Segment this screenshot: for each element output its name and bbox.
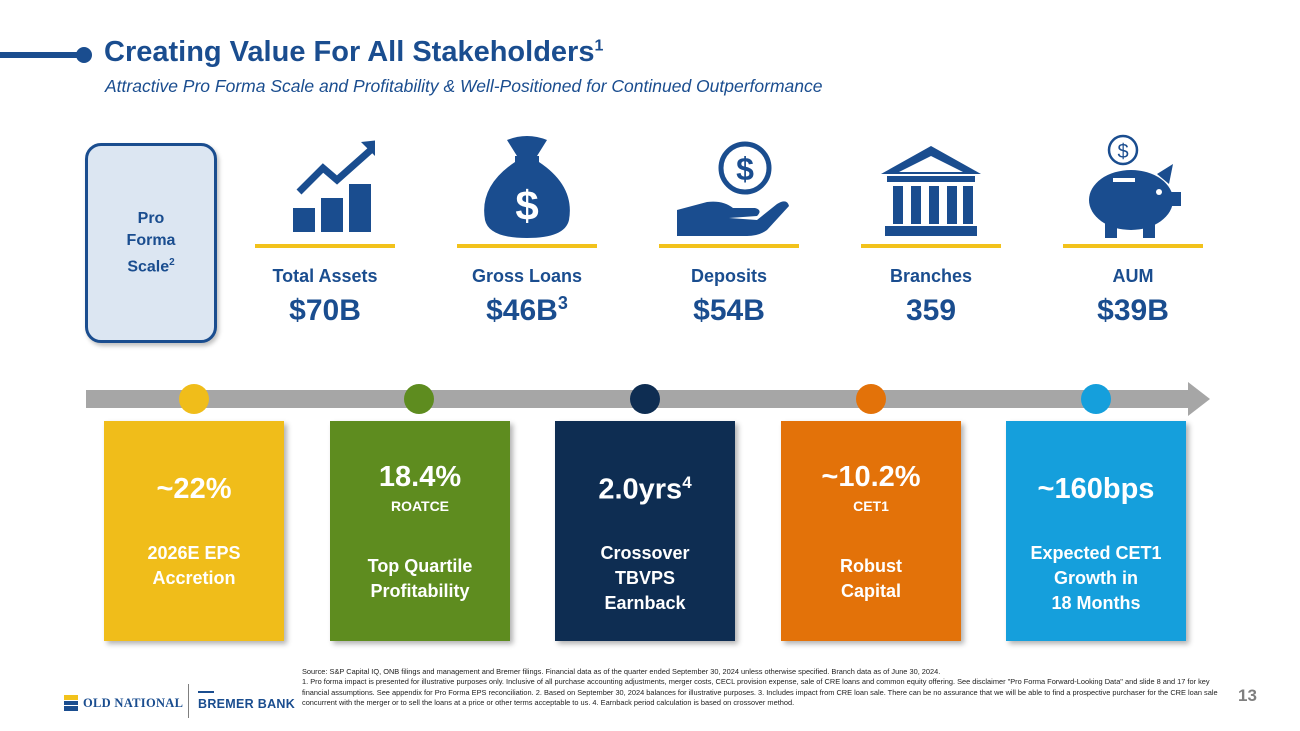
metric-divider	[1063, 244, 1203, 248]
card-headline: 2.0yrs4	[598, 473, 692, 506]
footnote-source: Source: S&P Capital IQ, ONB filings and …	[302, 667, 941, 676]
pro-forma-scale-box: Pro Forma Scale2	[85, 143, 217, 343]
svg-text:$: $	[736, 151, 754, 187]
metric-gross-loans: $ Gross Loans $46B3	[457, 130, 597, 328]
bremer-bank-logo: BREMER BANK	[198, 691, 295, 711]
metric-label: Gross Loans	[471, 266, 583, 286]
old-national-logo: OLD NATIONAL	[64, 695, 183, 712]
page-number: 13	[1238, 686, 1257, 705]
card-description: Robust Capital	[840, 556, 902, 601]
title-footnote-marker: 1	[594, 37, 604, 55]
scale-box-line: Scale2	[127, 256, 175, 276]
card-description: Expected CET1 Growth in 18 Months	[1030, 543, 1162, 613]
metric-label: Deposits	[690, 266, 768, 286]
growth-chart-icon	[255, 130, 395, 240]
metric-label: AUM	[1112, 266, 1154, 286]
svg-text:$: $	[515, 182, 538, 229]
metric-value: $54B	[693, 294, 765, 327]
bremer-bank-mark-icon	[198, 691, 214, 693]
timeline-dot	[856, 384, 886, 414]
card-headline: ~160bps	[1037, 473, 1155, 505]
page-title: Creating Value For All Stakeholders1	[104, 36, 604, 68]
card-tbvps-earnback: 2.0yrs4 Crossover TBVPS Earnback	[555, 421, 735, 641]
metric-deposits: $ Deposits $54B	[659, 130, 799, 328]
scale-box-line: Forma	[126, 231, 176, 249]
timeline-dot	[630, 384, 660, 414]
card-description: Crossover TBVPS Earnback	[600, 543, 690, 613]
card-cet1: ~10.2% CET1 Robust Capital	[781, 421, 961, 641]
card-cet1-growth: ~160bps Expected CET1 Growth in 18 Months	[1006, 421, 1186, 641]
card-description: 2026E EPS Accretion	[147, 543, 241, 588]
card-headline: 18.4%	[378, 461, 462, 493]
metric-value: 359	[905, 294, 957, 327]
metric-value: $70B	[289, 294, 361, 327]
metric-label: Total Assets	[272, 266, 378, 286]
title-accent-dot	[76, 47, 92, 63]
metric-aum: $ AUM $39B	[1063, 130, 1203, 328]
metric-branches: Branches 359	[861, 130, 1001, 328]
metric-value: $39B	[1097, 294, 1169, 327]
card-description: Top Quartile Profitability	[367, 556, 473, 601]
hand-coin-icon: $	[659, 130, 799, 240]
timeline-dot	[179, 384, 209, 414]
title-accent-bar	[0, 52, 84, 58]
card-headline: ~22%	[156, 473, 232, 505]
timeline-dot	[404, 384, 434, 414]
card-eps-accretion: ~22% 2026E EPS Accretion	[104, 421, 284, 641]
metric-divider	[255, 244, 395, 248]
footnotes: Source: S&P Capital IQ, ONB filings and …	[302, 667, 1232, 709]
timeline-dot	[1081, 384, 1111, 414]
piggy-bank-icon: $	[1063, 130, 1203, 240]
logo-divider	[188, 684, 189, 718]
old-national-mark-icon	[64, 695, 78, 712]
card-roatce: 18.4% ROATCE Top Quartile Profitability	[330, 421, 510, 641]
metric-divider	[861, 244, 1001, 248]
footnote-notes: 1. Pro forma impact is presented for ill…	[302, 677, 1218, 708]
card-subheadline: CET1	[853, 498, 889, 514]
metric-total-assets: Total Assets $70B	[255, 130, 395, 328]
timeline-arrowhead	[1188, 382, 1210, 416]
metric-divider	[659, 244, 799, 248]
card-headline: ~10.2%	[821, 461, 921, 493]
bank-building-icon	[861, 130, 1001, 240]
card-subheadline: ROATCE	[390, 498, 450, 514]
svg-text:$: $	[1117, 141, 1128, 163]
scale-box-line: Pro	[137, 209, 165, 227]
page-subtitle: Attractive Pro Forma Scale and Profitabi…	[105, 76, 823, 96]
metric-divider	[457, 244, 597, 248]
metric-label: Branches	[889, 266, 973, 286]
money-bag-icon: $	[457, 130, 597, 240]
metric-value: $46B3	[486, 293, 568, 327]
